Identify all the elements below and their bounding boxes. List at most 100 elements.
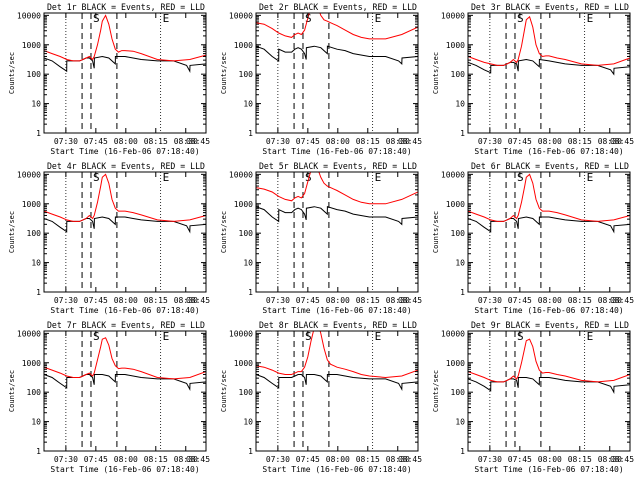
x-axis-label: Start Time (16-Feb-06 07:18:40) <box>262 147 411 156</box>
chart-title: Det 8r BLACK = Events, RED = LLD <box>259 321 417 331</box>
x-tick-label: 08:30 <box>598 455 622 464</box>
x-tick-label: 08:00 <box>114 296 138 305</box>
x-tick-label: 08:15 <box>568 455 592 464</box>
marker-label: E <box>375 330 382 343</box>
y-tick-label: 1 <box>36 447 41 456</box>
x-tick-label: 07:30 <box>54 137 78 146</box>
series-lld-line <box>256 331 418 379</box>
x-tick-label: 07:30 <box>266 137 290 146</box>
y-axis-label: Counts/sec <box>8 211 16 253</box>
y-axis-label: Counts/sec <box>220 52 228 94</box>
x-tick-label: 07:45 <box>84 296 108 305</box>
marker-label: S <box>517 171 524 184</box>
chart-det-4: S E 1 10 100 1000 10000 07:30 07:45 08:00 08:15 08:… <box>8 162 210 315</box>
y-tick-label: 100 <box>27 388 42 397</box>
chart-det-5: S E 1 10 100 1000 10000 07:30 07:45 08:00 08:15 08:… <box>220 162 422 315</box>
x-tick-label: 08:30 <box>386 296 410 305</box>
y-tick-label: 1 <box>36 288 41 297</box>
chart-title: Det 5r BLACK = Events, RED = LLD <box>259 162 417 172</box>
x-tick-label: 08:15 <box>356 137 380 146</box>
marker-label: S <box>93 12 100 25</box>
y-tick-label: 10000 <box>17 329 41 338</box>
x-tick-label: 07:30 <box>478 296 502 305</box>
y-tick-label: 100 <box>27 229 42 238</box>
x-tick-label: 08:00 <box>538 455 562 464</box>
x-tick-label: 08:00 <box>114 137 138 146</box>
x-tick-label: 07:45 <box>508 455 532 464</box>
x-tick-label: 07:45 <box>84 455 108 464</box>
x-tick-label: 08:15 <box>144 137 168 146</box>
series-lld-line <box>256 13 418 40</box>
y-tick-label: 1000 <box>234 359 253 368</box>
y-tick-label: 100 <box>239 70 254 79</box>
series-lld-line <box>44 173 206 222</box>
x-tick-label: 08:30 <box>386 455 410 464</box>
marker-label: S <box>305 171 312 184</box>
plot-frame <box>255 330 419 452</box>
series-lld-line <box>468 338 630 383</box>
x-tick-label: 08:45 <box>186 455 210 464</box>
series-lld-line <box>468 173 630 222</box>
y-tick-label: 1000 <box>446 359 465 368</box>
plot-frame <box>467 330 631 452</box>
chart-det-8: S E 1 10 100 1000 10000 07:30 07:45 08:00 08:15 08:… <box>220 321 422 474</box>
x-tick-label: 08:15 <box>356 455 380 464</box>
x-tick-label: 08:15 <box>144 455 168 464</box>
x-tick-label: 08:15 <box>356 296 380 305</box>
plot-frame <box>467 12 631 134</box>
series-lld-line <box>468 15 630 66</box>
series-lld-line <box>256 172 418 205</box>
x-axis-label: Start Time (16-Feb-06 07:18:40) <box>474 465 623 474</box>
y-tick-label: 1000 <box>22 359 41 368</box>
marker-label: S <box>305 330 312 343</box>
x-tick-label: 07:45 <box>296 455 320 464</box>
x-tick-label: 07:30 <box>266 455 290 464</box>
plot-frame <box>43 171 207 293</box>
x-tick-label: 08:30 <box>174 455 198 464</box>
chart-det-7: S E 1 10 100 1000 10000 07:30 07:45 08:00 08:15 08:… <box>8 321 210 474</box>
x-axis-label: Start Time (16-Feb-06 07:18:40) <box>50 147 199 156</box>
y-tick-label: 1 <box>248 288 253 297</box>
y-tick-label: 1000 <box>234 41 253 50</box>
series-events-line <box>44 216 206 234</box>
y-tick-label: 100 <box>239 229 254 238</box>
x-tick-label: 07:30 <box>266 296 290 305</box>
y-tick-label: 10 <box>243 100 253 109</box>
chart-title: Det 1r BLACK = Events, RED = LLD <box>47 3 205 13</box>
y-tick-label: 10000 <box>441 170 465 179</box>
x-tick-label: 08:00 <box>326 137 350 146</box>
marker-label: E <box>163 12 170 25</box>
y-tick-label: 10000 <box>441 11 465 20</box>
y-axis-label: Counts/sec <box>8 52 16 94</box>
plot-frame <box>255 12 419 134</box>
x-axis-label: Start Time (16-Feb-06 07:18:40) <box>262 465 411 474</box>
x-axis-label: Start Time (16-Feb-06 07:18:40) <box>50 306 199 315</box>
x-tick-label: 07:45 <box>296 137 320 146</box>
y-axis-label: Counts/sec <box>220 211 228 253</box>
y-axis-label: Counts/sec <box>432 370 440 412</box>
y-tick-label: 10000 <box>17 11 41 20</box>
y-tick-label: 10 <box>31 418 41 427</box>
series-events-line <box>256 206 418 226</box>
x-tick-label: 07:45 <box>508 137 532 146</box>
plot-frame <box>43 12 207 134</box>
series-events-line <box>44 55 206 74</box>
series-events-line <box>468 58 630 76</box>
x-tick-label: 08:15 <box>568 137 592 146</box>
x-tick-label: 07:30 <box>54 455 78 464</box>
y-tick-label: 100 <box>239 388 254 397</box>
x-axis-label: Start Time (16-Feb-06 07:18:40) <box>474 147 623 156</box>
x-tick-label: 07:45 <box>84 137 108 146</box>
chart-title: Det 3r BLACK = Events, RED = LLD <box>471 3 629 13</box>
marker-label: E <box>163 171 170 184</box>
series-events-line <box>468 377 630 395</box>
y-tick-label: 10000 <box>441 329 465 338</box>
chart-det-1: S E 1 10 100 1000 10000 07:30 07:45 08:00 08:15 08:… <box>8 3 210 156</box>
marker-label: S <box>517 330 524 343</box>
y-tick-label: 10 <box>243 259 253 268</box>
chart-title: Det 4r BLACK = Events, RED = LLD <box>47 162 205 172</box>
y-tick-label: 10 <box>243 418 253 427</box>
marker-label: S <box>93 171 100 184</box>
x-tick-label: 07:30 <box>478 137 502 146</box>
